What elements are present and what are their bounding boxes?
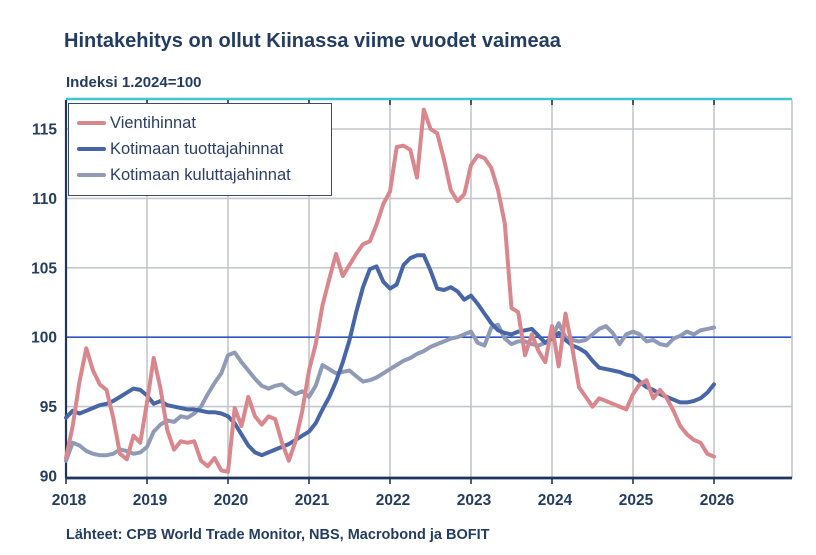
source-note: Lähteet: CPB World Trade Monitor, NBS, M… <box>66 527 490 543</box>
y-axis-label: 95 <box>40 399 58 416</box>
vientihinnat-line-swatch <box>77 121 106 125</box>
legend-label: Kotimaan tuottajahinnat <box>110 139 284 158</box>
series-line-kotimaan-tuottajahinnat <box>64 253 716 458</box>
series-line-vientihinnat <box>64 107 716 474</box>
legend-item-tuottajahinnat: Kotimaan tuottajahinnat <box>77 136 321 162</box>
legend-label: Vientihinnat <box>110 113 196 132</box>
legend-item-vientihinnat: Vientihinnat <box>77 110 321 136</box>
y-axis-label: 105 <box>31 260 57 277</box>
chart-title: Hintakehitys on ollut Kiinassa viime vuo… <box>64 30 561 52</box>
x-axis-label: 2025 <box>619 492 654 509</box>
x-axis-label: 2018 <box>52 492 87 509</box>
x-axis-label: 2026 <box>700 492 735 509</box>
chart-legend: Vientihinnat Kotimaan tuottajahinnat Kot… <box>68 103 332 196</box>
x-axis-label: 2019 <box>133 492 168 509</box>
x-axis-label: 2021 <box>295 492 330 509</box>
x-axis-label: 2024 <box>538 492 573 509</box>
x-axis-label: 2022 <box>376 492 410 509</box>
tuottajahinnat-line-swatch <box>77 147 106 151</box>
x-axis-label: 2023 <box>457 492 492 509</box>
legend-label: Kotimaan kuluttajahinnat <box>110 165 291 184</box>
y-axis-label: 100 <box>31 330 57 347</box>
series-line-kotimaan-kuluttajahinnat <box>64 321 716 463</box>
y-axis-label: 110 <box>32 191 57 208</box>
kuluttajahinnat-line-swatch <box>77 173 106 177</box>
legend-item-kuluttajahinnat: Kotimaan kuluttajahinnat <box>77 162 321 188</box>
x-axis-label: 2020 <box>214 492 248 509</box>
y-axis-label: 115 <box>32 122 57 139</box>
chart-subtitle: Indeksi 1.2024=100 <box>66 74 202 91</box>
y-axis-label: 90 <box>40 469 57 486</box>
